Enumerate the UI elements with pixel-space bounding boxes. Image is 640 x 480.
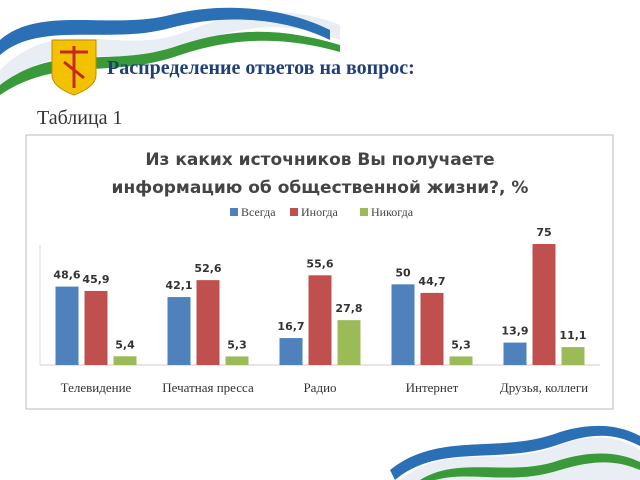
bar: [113, 356, 137, 365]
value-label: 16,7: [277, 320, 304, 333]
value-label: 13,9: [501, 325, 528, 338]
table-caption: Таблица 1: [37, 107, 123, 129]
bar: [279, 338, 303, 365]
legend-label: Иногда: [301, 205, 339, 219]
bar: [167, 297, 191, 365]
ribbon-top: [0, 7, 340, 95]
chart-frame: [25, 134, 614, 410]
value-label: 5,3: [227, 338, 247, 351]
bar: [84, 290, 108, 365]
value-label: 50: [395, 266, 411, 279]
value-label: 42,1: [165, 279, 192, 292]
slide-title: Распределение ответов на вопрос:: [107, 57, 415, 79]
value-label: 45,9: [82, 273, 109, 286]
chart-title: Из каких источников Вы получаете: [145, 150, 494, 170]
bar: [225, 356, 249, 365]
value-label: 75: [536, 226, 551, 239]
chart-title: информацию об общественной жизни?, %: [112, 178, 529, 198]
bar: [196, 280, 220, 365]
x-tick-label: Радио: [303, 380, 336, 395]
x-tick-label: Друзья, коллеги: [500, 380, 588, 395]
legend-swatch: [230, 208, 238, 216]
bar: [532, 244, 556, 365]
bar: [308, 275, 332, 365]
bar: [503, 342, 527, 365]
value-label: 5,4: [115, 338, 135, 351]
value-label: 52,6: [194, 262, 221, 275]
bar: [337, 320, 361, 365]
bar: [420, 292, 444, 365]
ribbon-bottom: [390, 425, 640, 480]
value-label: 55,6: [306, 257, 333, 270]
bar: [561, 347, 585, 365]
bar: [449, 356, 473, 365]
legend-label: Всегда: [241, 205, 276, 219]
coat-of-arms: [51, 39, 97, 96]
legend-label: Никогда: [371, 205, 414, 219]
legend-swatch: [360, 208, 368, 216]
bar: [391, 284, 415, 365]
value-label: 44,7: [418, 275, 445, 288]
x-tick-label: Интернет: [406, 380, 459, 395]
value-label: 11,1: [559, 329, 586, 342]
value-label: 27,8: [335, 302, 362, 315]
legend-swatch: [290, 208, 298, 216]
x-tick-label: Телевидение: [61, 380, 132, 395]
bar: [55, 286, 79, 365]
x-tick-label: Печатная пресса: [162, 380, 254, 395]
value-label: 48,6: [53, 269, 80, 282]
value-label: 5,3: [451, 338, 471, 351]
